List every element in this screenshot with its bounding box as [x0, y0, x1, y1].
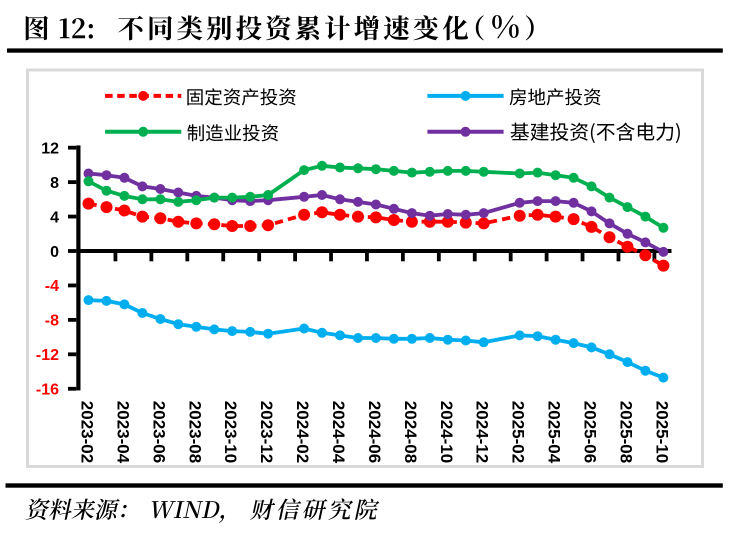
svg-text:2024-08: 2024-08 — [401, 401, 420, 463]
svg-text:2025-10: 2025-10 — [652, 401, 671, 463]
svg-text:2025-06: 2025-06 — [581, 401, 600, 463]
svg-text:2024-10: 2024-10 — [437, 401, 456, 463]
svg-text:2024-02: 2024-02 — [293, 401, 312, 463]
svg-text:-4: -4 — [45, 278, 59, 295]
svg-text:12: 12 — [41, 141, 59, 158]
svg-text:2024-06: 2024-06 — [365, 401, 384, 463]
svg-text:4: 4 — [50, 209, 59, 226]
svg-text:2024-04: 2024-04 — [329, 401, 348, 464]
svg-text:2025-04: 2025-04 — [545, 401, 564, 464]
svg-text:0: 0 — [50, 244, 59, 261]
svg-text:2023-08: 2023-08 — [185, 401, 204, 463]
svg-text:2023-04: 2023-04 — [113, 401, 132, 464]
svg-text:-16: -16 — [36, 382, 59, 399]
svg-text:2023-06: 2023-06 — [149, 401, 168, 463]
svg-text:2024-12: 2024-12 — [473, 401, 492, 463]
svg-text:2025-08: 2025-08 — [617, 401, 636, 463]
svg-text:-8: -8 — [45, 313, 59, 330]
svg-text:2023-10: 2023-10 — [221, 401, 240, 463]
svg-text:-12: -12 — [36, 347, 59, 364]
svg-text:2023-12: 2023-12 — [257, 401, 276, 463]
svg-text:8: 8 — [50, 175, 59, 192]
svg-text:2023-02: 2023-02 — [78, 401, 97, 463]
svg-text:2025-02: 2025-02 — [509, 401, 528, 463]
